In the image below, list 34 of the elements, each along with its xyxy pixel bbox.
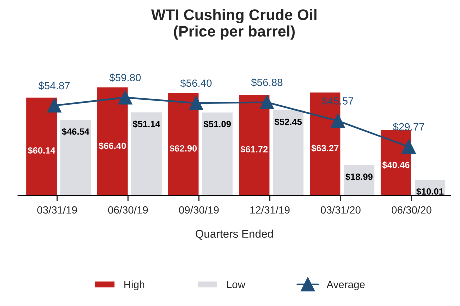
point	[402, 140, 416, 154]
x-axis-title: Quarters Ended	[196, 230, 274, 240]
data-label: $56.88	[251, 78, 283, 87]
data-label: $56.40	[180, 79, 212, 88]
data-label: $62.90	[170, 145, 197, 152]
data-label: $40.46	[382, 162, 410, 169]
point	[260, 96, 274, 110]
x-tick-label: 12/31/19	[250, 206, 290, 214]
data-label: $18.99	[346, 173, 373, 181]
data-label: $61.72	[240, 146, 268, 154]
data-label: $60.14	[28, 147, 56, 154]
data-label: $59.80	[110, 74, 141, 82]
data-label: $63.27	[312, 144, 339, 152]
x-tick-label: 09/30/19	[179, 206, 219, 214]
point	[331, 114, 346, 128]
data-label: $54.87	[38, 82, 70, 90]
point	[118, 90, 132, 105]
data-label: $51.09	[204, 120, 232, 128]
data-label: $46.54	[62, 128, 90, 136]
data-label: $10.01	[416, 188, 444, 196]
x-tick-label: 06/30/20	[392, 206, 432, 214]
legend-label: High	[124, 280, 145, 291]
legend-label: Average	[326, 281, 365, 291]
data-label: $29.77	[393, 122, 424, 132]
chart-title: WTI Cushing Crude Oil (Price per barrel)	[151, 9, 317, 40]
legend-label: Low	[227, 281, 246, 288]
data-label: $52.45	[274, 118, 302, 126]
x-tick-label: 03/31/19	[38, 206, 78, 214]
data-label: $66.40	[98, 142, 126, 150]
data-label: $51.14	[133, 120, 160, 128]
x-tick-label: 03/31/20	[321, 206, 361, 214]
point	[189, 96, 204, 110]
point	[48, 98, 62, 113]
x-tick-label: 06/30/19	[108, 206, 148, 214]
